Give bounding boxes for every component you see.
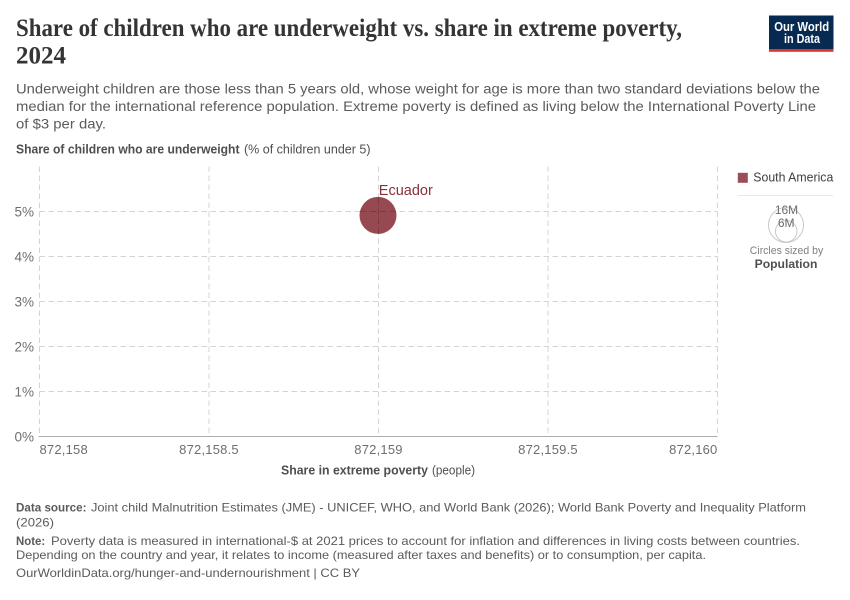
svg-text:Population: Population — [755, 259, 818, 271]
svg-text:6M: 6M — [778, 216, 795, 230]
svg-text:872,158: 872,158 — [40, 442, 88, 457]
svg-text:Underweight children are those: Underweight children are those less than… — [16, 81, 820, 97]
svg-text:(% of children under 5): (% of children under 5) — [244, 142, 371, 157]
svg-text:872,159.5: 872,159.5 — [518, 442, 578, 457]
svg-text:0%: 0% — [14, 430, 34, 445]
svg-text:OurWorldinData.org/hunger-and-: OurWorldinData.org/hunger-and-undernouri… — [16, 566, 360, 580]
svg-text:3%: 3% — [14, 295, 34, 310]
svg-text:South America: South America — [753, 170, 834, 185]
svg-text:Joint child Malnutrition Estim: Joint child Malnutrition Estimates (JME)… — [91, 501, 806, 515]
svg-text:Share in extreme poverty: Share in extreme poverty — [281, 463, 429, 478]
svg-text:Share of children who are unde: Share of children who are underweight — [16, 142, 240, 157]
svg-text:of $3 per day.: of $3 per day. — [16, 116, 106, 132]
svg-text:872,160: 872,160 — [669, 442, 717, 457]
svg-text:Share of children who are unde: Share of children who are underweight vs… — [16, 15, 682, 42]
svg-text:2%: 2% — [14, 340, 34, 355]
svg-text:in Data: in Data — [784, 31, 821, 46]
svg-text:1%: 1% — [14, 385, 34, 400]
svg-text:4%: 4% — [14, 250, 34, 265]
svg-text:median for the international r: median for the international reference p… — [16, 98, 816, 114]
svg-text:(2026): (2026) — [16, 516, 54, 530]
svg-text:Ecuador: Ecuador — [379, 183, 433, 199]
svg-text:872,158.5: 872,158.5 — [179, 442, 239, 457]
svg-text:16M: 16M — [775, 203, 798, 217]
svg-text:2024: 2024 — [16, 43, 67, 70]
svg-text:Our World: Our World — [774, 19, 829, 34]
svg-text:Data source:: Data source: — [16, 501, 87, 515]
svg-text:Note:: Note: — [16, 534, 45, 548]
svg-text:(people): (people) — [432, 463, 475, 478]
svg-text:Depending on the country and y: Depending on the country and year, it re… — [16, 548, 706, 562]
svg-text:Circles sized by: Circles sized by — [750, 245, 824, 257]
svg-text:5%: 5% — [14, 205, 34, 220]
svg-text:872,159: 872,159 — [354, 442, 402, 457]
svg-text:Poverty data is measured in in: Poverty data is measured in internationa… — [51, 534, 800, 548]
